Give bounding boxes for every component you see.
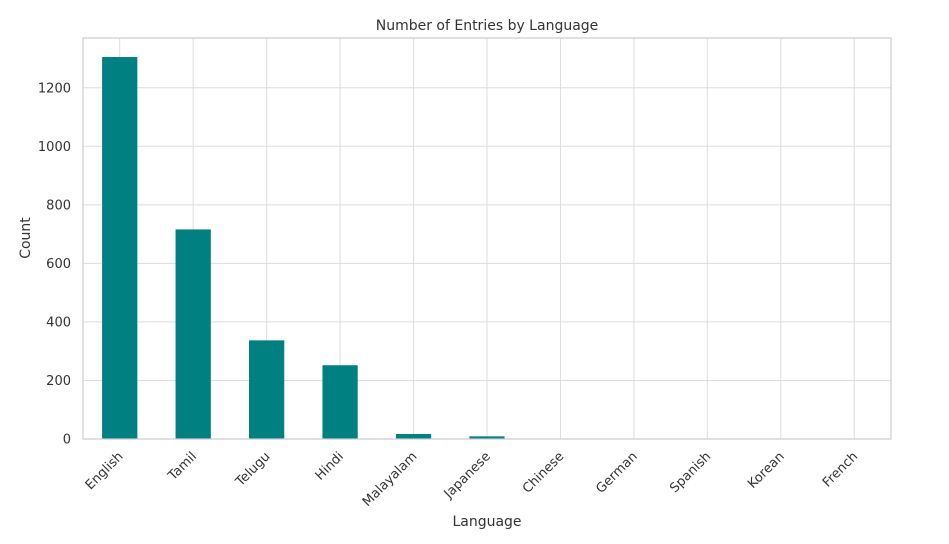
y-tick-label: 200 xyxy=(46,374,71,389)
y-tick-label: 400 xyxy=(46,315,71,330)
y-tick-label: 1000 xyxy=(38,140,71,155)
bar-tamil xyxy=(175,229,211,439)
chart-title: Number of Entries by Language xyxy=(376,18,599,34)
x-tick-label: Chinese xyxy=(520,449,567,496)
y-tick-label: 0 xyxy=(63,433,71,448)
bar-malayalam xyxy=(395,434,432,439)
plot-frame xyxy=(82,37,892,440)
bar-japanese xyxy=(469,436,505,439)
x-tick-label: Spanish xyxy=(667,449,714,496)
bar-hindi xyxy=(322,365,358,439)
x-axis-label: Language xyxy=(452,514,521,530)
x-tick-label: German xyxy=(593,449,640,496)
x-tick-label: Tamil xyxy=(165,449,200,484)
y-axis-ticks: 0 200 400 600 800 1000 1200 xyxy=(38,81,71,447)
x-tick-label: English xyxy=(83,449,127,493)
x-tick-label: French xyxy=(820,449,861,490)
bar-telugu xyxy=(249,340,285,439)
y-axis-label: Count xyxy=(18,217,34,259)
x-tick-label: Telugu xyxy=(232,449,273,490)
grid-lines xyxy=(83,38,891,440)
y-tick-label: 1200 xyxy=(38,81,71,96)
x-tick-label: Hindi xyxy=(313,449,347,483)
x-tick-label: Japanese xyxy=(441,449,494,502)
bar-english xyxy=(102,57,138,440)
x-tick-label: Korean xyxy=(745,449,787,491)
y-tick-label: 800 xyxy=(46,198,71,213)
x-axis-ticks: English Tamil Telugu Hindi Malayalam Japanese… xyxy=(83,449,861,510)
bars xyxy=(102,57,872,440)
x-tick-label: Malayalam xyxy=(360,449,421,510)
y-tick-label: 600 xyxy=(46,257,71,272)
